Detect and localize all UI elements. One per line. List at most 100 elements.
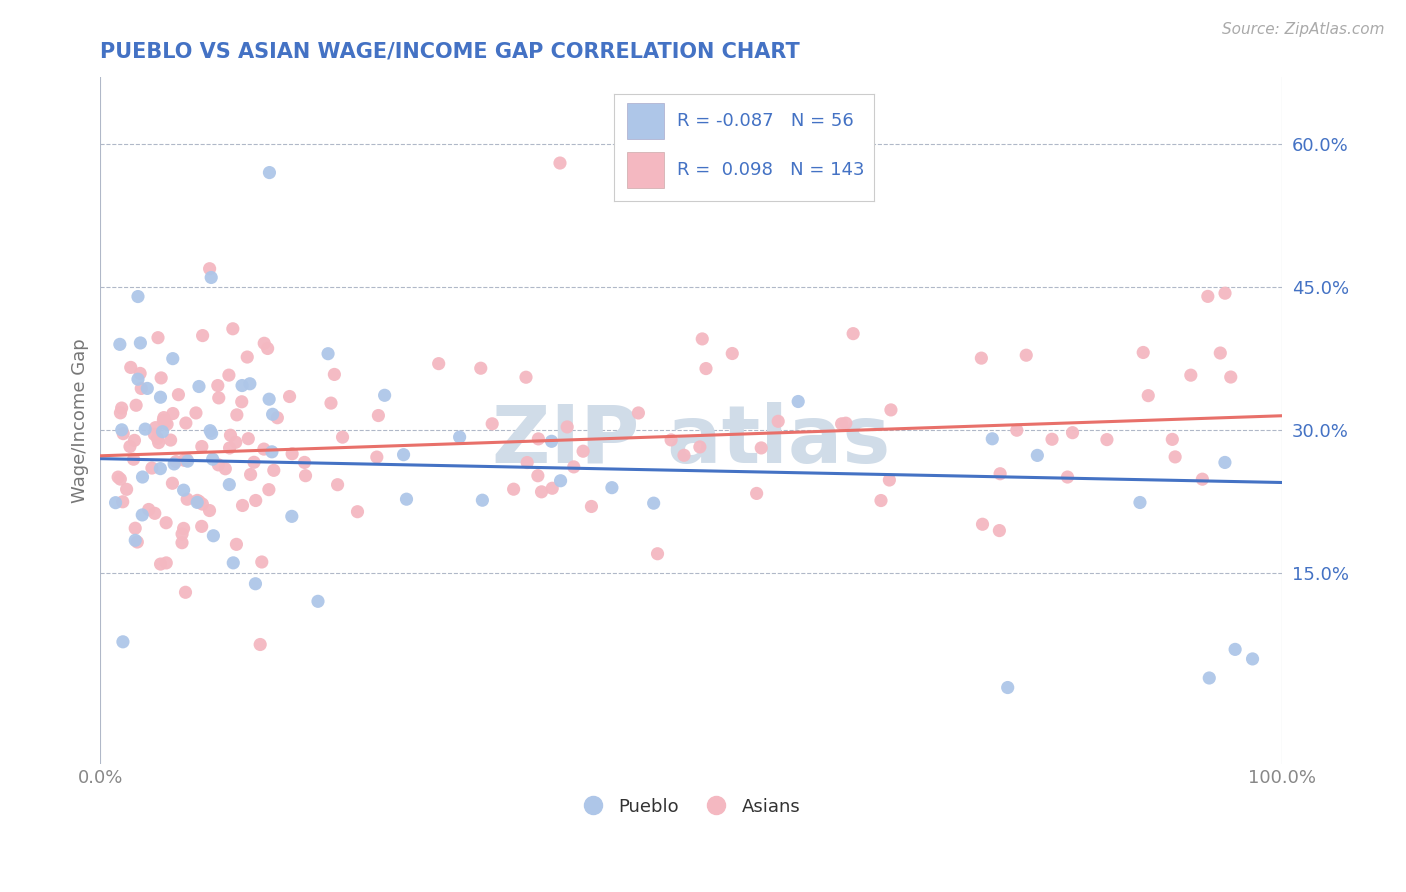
- Point: [581, 500, 603, 514]
- Point: [243, 455, 266, 469]
- Text: PUEBLO VS ASIAN WAGE/INCOME GAP CORRELATION CHART: PUEBLO VS ASIAN WAGE/INCOME GAP CORRELAT…: [100, 42, 800, 62]
- Point: [149, 390, 172, 404]
- Point: [202, 529, 225, 543]
- Point: [970, 351, 993, 365]
- Point: [250, 555, 273, 569]
- Point: [218, 368, 240, 383]
- Point: [143, 427, 166, 442]
- Point: [1223, 642, 1246, 657]
- Point: [1164, 450, 1187, 464]
- Point: [540, 434, 562, 449]
- Point: [842, 326, 865, 341]
- Point: [259, 165, 281, 179]
- Point: [148, 435, 170, 450]
- Point: [256, 342, 278, 356]
- Point: [155, 516, 177, 530]
- Point: [332, 430, 354, 444]
- Point: [118, 440, 141, 454]
- Point: [392, 448, 415, 462]
- Point: [555, 420, 578, 434]
- Point: [231, 499, 253, 513]
- Point: [225, 408, 247, 422]
- Point: [367, 409, 389, 423]
- Text: ZIP atlas: ZIP atlas: [492, 402, 890, 480]
- Point: [997, 681, 1019, 695]
- Point: [880, 403, 903, 417]
- Point: [173, 483, 195, 498]
- Point: [112, 426, 135, 441]
- Point: [278, 390, 301, 404]
- Point: [111, 495, 134, 509]
- Point: [659, 433, 682, 447]
- Point: [236, 350, 259, 364]
- Point: [129, 381, 152, 395]
- Point: [124, 434, 146, 448]
- Point: [548, 156, 571, 170]
- Point: [159, 433, 181, 447]
- Point: [572, 444, 595, 458]
- Point: [562, 459, 585, 474]
- Point: [191, 328, 214, 343]
- Point: [165, 454, 187, 468]
- Point: [1095, 433, 1118, 447]
- Point: [111, 423, 134, 437]
- Point: [1180, 368, 1202, 383]
- Point: [530, 484, 553, 499]
- Point: [120, 360, 142, 375]
- Point: [149, 461, 172, 475]
- Point: [253, 336, 276, 351]
- Point: [972, 517, 994, 532]
- Point: [149, 557, 172, 571]
- Point: [222, 322, 245, 336]
- Point: [238, 432, 260, 446]
- Point: [1219, 370, 1241, 384]
- Point: [173, 521, 195, 535]
- Point: [257, 483, 280, 497]
- Point: [281, 447, 304, 461]
- Point: [395, 492, 418, 507]
- Point: [647, 547, 669, 561]
- Point: [173, 453, 195, 467]
- Point: [231, 394, 253, 409]
- Point: [124, 533, 146, 548]
- Point: [188, 494, 211, 508]
- Point: [481, 417, 503, 431]
- Point: [745, 486, 768, 500]
- Point: [1062, 425, 1084, 440]
- Point: [316, 347, 339, 361]
- Point: [125, 398, 148, 412]
- Point: [239, 376, 262, 391]
- Point: [1026, 449, 1049, 463]
- Point: [176, 492, 198, 507]
- Point: [107, 470, 129, 484]
- Point: [981, 432, 1004, 446]
- Point: [129, 335, 152, 350]
- Point: [643, 496, 665, 510]
- Point: [162, 476, 184, 491]
- Point: [1213, 455, 1236, 469]
- Point: [449, 430, 471, 444]
- Point: [124, 521, 146, 535]
- Point: [218, 441, 240, 455]
- Point: [170, 535, 193, 549]
- Point: [1191, 472, 1213, 486]
- Point: [374, 388, 396, 402]
- Point: [146, 431, 169, 445]
- Point: [214, 462, 236, 476]
- Point: [263, 463, 285, 477]
- Point: [127, 372, 149, 386]
- Point: [176, 452, 198, 467]
- Text: Source: ZipAtlas.com: Source: ZipAtlas.com: [1222, 22, 1385, 37]
- Point: [131, 508, 153, 522]
- Point: [207, 378, 229, 392]
- Point: [188, 379, 211, 393]
- Point: [198, 424, 221, 438]
- Point: [170, 527, 193, 541]
- Point: [281, 509, 304, 524]
- Point: [191, 497, 214, 511]
- Point: [600, 481, 623, 495]
- Point: [186, 493, 208, 508]
- Point: [184, 406, 207, 420]
- Point: [879, 473, 901, 487]
- Point: [627, 406, 650, 420]
